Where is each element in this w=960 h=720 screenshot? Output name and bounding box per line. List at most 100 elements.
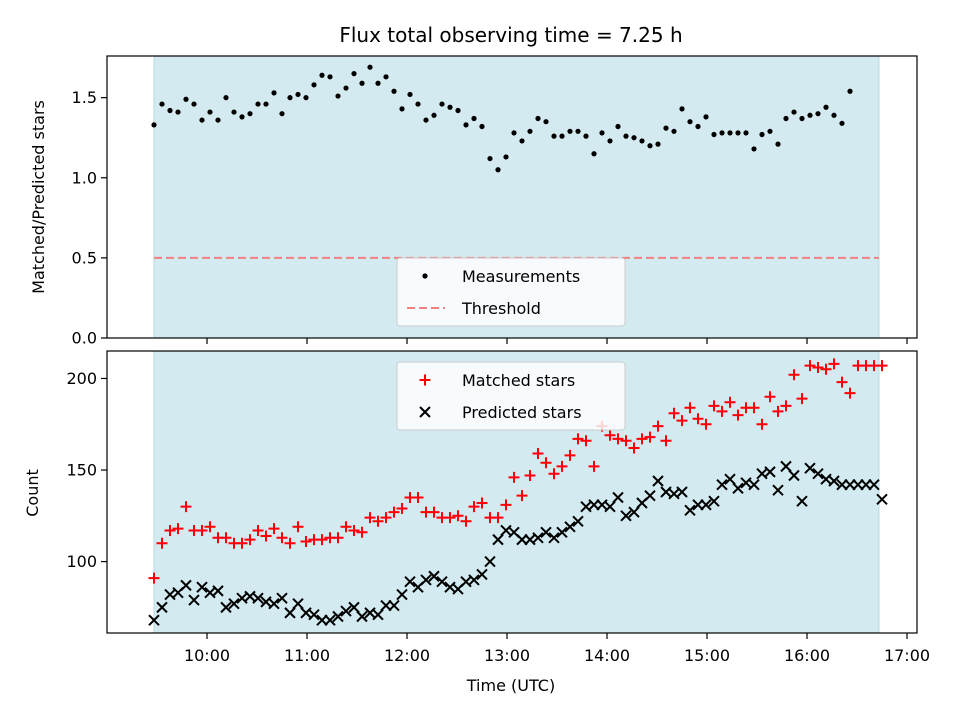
ratio-legend-box bbox=[396, 257, 626, 327]
legend-label: Matched stars bbox=[462, 371, 575, 390]
data-point bbox=[399, 106, 405, 112]
data-point bbox=[332, 532, 344, 544]
data-point bbox=[708, 495, 720, 507]
data-point bbox=[775, 141, 781, 147]
x-tick-label: 16:00 bbox=[784, 646, 830, 665]
ratio-y-axis-label: Matched/Predicted stars bbox=[29, 100, 48, 294]
data-point bbox=[716, 405, 728, 417]
ratio-x-ticks bbox=[206, 338, 908, 344]
count-series-matched-stars bbox=[148, 358, 888, 584]
data-point bbox=[620, 510, 632, 522]
count-axes-frame bbox=[106, 350, 918, 634]
data-point bbox=[804, 462, 816, 474]
data-point bbox=[791, 109, 797, 115]
data-point bbox=[580, 435, 592, 447]
data-point bbox=[564, 449, 576, 461]
data-point bbox=[348, 524, 360, 536]
data-point bbox=[479, 123, 485, 130]
data-point bbox=[684, 402, 696, 414]
legend-label: Predicted stars bbox=[462, 403, 582, 422]
data-point bbox=[508, 471, 520, 483]
data-point bbox=[428, 506, 440, 518]
ratio-y-ticks: 0.0 0.5 1.0 1.5 bbox=[72, 88, 107, 348]
data-point bbox=[815, 111, 821, 117]
data-point bbox=[823, 104, 829, 110]
data-point bbox=[839, 120, 845, 126]
data-point bbox=[180, 501, 192, 513]
data-point bbox=[639, 138, 645, 144]
data-point bbox=[524, 470, 536, 482]
data-point bbox=[252, 592, 264, 604]
data-point bbox=[348, 601, 360, 614]
data-point bbox=[780, 400, 792, 412]
y-tick-label: 150 bbox=[66, 461, 97, 480]
data-point bbox=[239, 114, 245, 120]
data-point bbox=[327, 74, 333, 80]
data-point bbox=[548, 532, 560, 544]
data-point bbox=[807, 112, 813, 118]
count-legend: Matched stars Predicted stars bbox=[396, 361, 626, 431]
data-point bbox=[228, 597, 240, 610]
data-point bbox=[519, 138, 525, 144]
data-point bbox=[631, 135, 637, 141]
data-point bbox=[668, 407, 680, 419]
data-point bbox=[324, 614, 336, 626]
data-point bbox=[180, 579, 192, 592]
data-point bbox=[759, 131, 765, 138]
data-point bbox=[279, 111, 285, 117]
data-point bbox=[340, 521, 352, 533]
chart-title: Flux total observing time = 7.25 h bbox=[339, 23, 682, 47]
data-point bbox=[220, 532, 232, 544]
data-point bbox=[604, 500, 616, 513]
data-point bbox=[516, 490, 528, 502]
data-point bbox=[271, 90, 277, 96]
data-point bbox=[540, 526, 552, 538]
data-point bbox=[511, 130, 517, 136]
y-tick-label: 1.5 bbox=[72, 88, 97, 107]
data-point bbox=[396, 502, 408, 514]
data-point bbox=[428, 570, 440, 582]
data-point bbox=[620, 435, 632, 447]
data-point bbox=[268, 523, 280, 535]
y-tick-label: 0.0 bbox=[72, 329, 97, 348]
data-point bbox=[628, 442, 640, 454]
data-point bbox=[204, 521, 216, 533]
data-point bbox=[487, 155, 493, 162]
data-point bbox=[159, 101, 165, 107]
data-point bbox=[732, 482, 744, 495]
data-point bbox=[388, 506, 400, 518]
data-point bbox=[636, 433, 648, 445]
data-point bbox=[319, 72, 325, 78]
data-point bbox=[196, 581, 208, 593]
data-point bbox=[335, 93, 341, 99]
ratio-series-measurements bbox=[151, 64, 853, 173]
data-point bbox=[244, 534, 256, 546]
data-point bbox=[412, 491, 424, 503]
data-point bbox=[687, 119, 693, 125]
data-point bbox=[812, 467, 824, 480]
data-point bbox=[263, 101, 269, 107]
data-point bbox=[383, 74, 389, 80]
data-point bbox=[372, 608, 384, 621]
data-point bbox=[156, 537, 168, 549]
data-point bbox=[439, 101, 445, 107]
data-point bbox=[772, 405, 784, 417]
data-point bbox=[151, 122, 157, 128]
data-point bbox=[716, 478, 728, 491]
data-point bbox=[164, 524, 176, 536]
y-tick-label: 1.0 bbox=[72, 168, 97, 187]
count-legend-box bbox=[396, 361, 626, 431]
data-point bbox=[548, 468, 560, 480]
y-tick-label: 200 bbox=[66, 369, 97, 388]
data-point bbox=[572, 433, 584, 445]
data-point bbox=[599, 130, 605, 136]
count-series-predicted-stars bbox=[148, 460, 888, 626]
data-point bbox=[604, 429, 616, 441]
data-point bbox=[692, 413, 704, 425]
data-point bbox=[247, 111, 253, 117]
data-point bbox=[375, 80, 381, 86]
data-point bbox=[532, 532, 544, 544]
count-x-ticks: 10:00 11:00 12:00 13:00 14:00 15:00 16:00 17:00 bbox=[184, 633, 930, 665]
data-point bbox=[492, 533, 504, 546]
data-point bbox=[364, 512, 376, 524]
